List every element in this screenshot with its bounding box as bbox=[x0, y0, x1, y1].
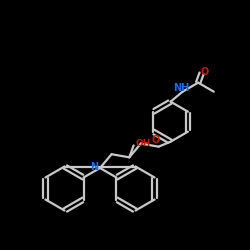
Text: O: O bbox=[152, 135, 160, 145]
Text: OH: OH bbox=[136, 139, 151, 148]
Text: N: N bbox=[90, 162, 98, 172]
Text: NH: NH bbox=[174, 83, 190, 93]
Text: O: O bbox=[200, 67, 209, 77]
